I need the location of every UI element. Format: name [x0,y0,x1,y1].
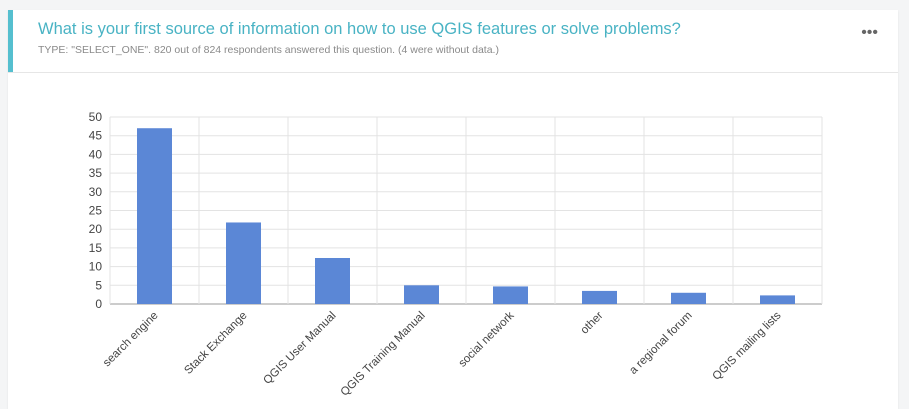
y-tick-label: 20 [89,222,103,236]
accent-bar [8,10,13,72]
bar[interactable] [226,222,261,304]
bar[interactable] [137,128,172,304]
x-tick-label: QGIS mailing lists [711,309,784,382]
x-tick-label: QGIS User Manual [261,310,338,387]
y-tick-label: 5 [95,278,102,292]
y-tick-label: 50 [89,110,103,124]
question-header: What is your first source of information… [8,10,898,73]
y-tick-label: 10 [89,260,103,274]
bar-chart: 0 5 10 15 20 25 30 35 40 45 50 search engine Stack E… [89,110,823,399]
y-tick-label: 25 [89,204,103,218]
question-subtitle: TYPE: "SELECT_ONE". 820 out of 824 respo… [38,44,499,56]
x-tick-label: a regional forum [627,310,694,377]
x-tick-label: other [579,310,606,337]
y-tick-label: 40 [89,147,103,161]
x-tick-label: QGIS Training Manual [339,310,428,399]
y-tick-label: 35 [89,166,103,180]
bar[interactable] [582,290,617,304]
y-tick-label: 15 [89,241,103,255]
bar[interactable] [493,286,528,304]
question-title: What is your first source of information… [38,20,681,38]
bar[interactable] [760,295,795,304]
y-tick-label: 0 [95,297,102,311]
more-horizontal-icon[interactable]: ••• [861,24,878,41]
x-tick-label: search engine [101,310,161,370]
bar[interactable] [315,257,350,304]
x-tick-label: Stack Exchange [182,310,249,377]
bar[interactable] [404,285,439,304]
bar[interactable] [671,292,706,304]
y-tick-label: 45 [89,129,103,143]
x-tick-label: social network [457,309,517,369]
y-tick-label: 30 [89,185,103,199]
question-card: What is your first source of information… [8,10,898,409]
